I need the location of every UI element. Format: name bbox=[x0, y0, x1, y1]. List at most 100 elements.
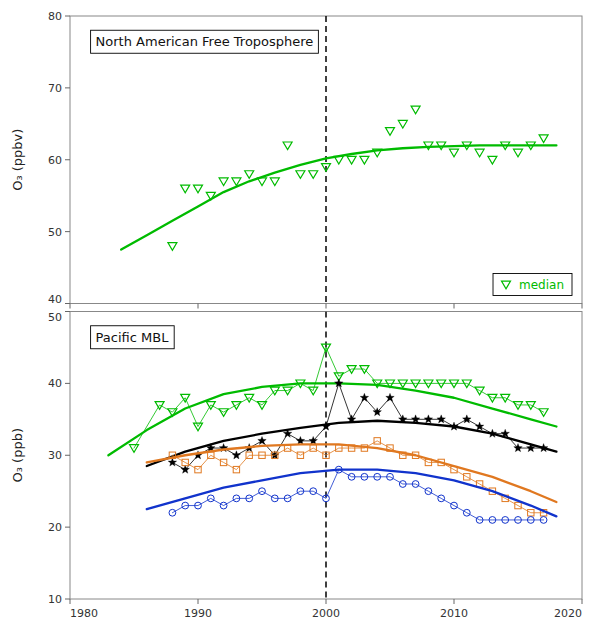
data-point bbox=[425, 488, 432, 495]
data-point bbox=[232, 451, 241, 459]
data-point bbox=[322, 344, 331, 352]
panel: 102030405019801990200020102020O₃ (ppb)Pa… bbox=[10, 311, 582, 621]
data-point bbox=[437, 142, 446, 150]
data-point bbox=[297, 488, 304, 495]
data-point bbox=[398, 120, 407, 128]
data-point bbox=[130, 445, 139, 453]
y-tick-label: 40 bbox=[48, 293, 62, 306]
title-box: North American Free Troposphere bbox=[91, 30, 319, 53]
x-tick-label: 2010 bbox=[440, 607, 468, 620]
data-point bbox=[373, 149, 382, 157]
data-point bbox=[488, 394, 497, 402]
data-point bbox=[335, 379, 344, 387]
data-point bbox=[322, 164, 331, 172]
data-point bbox=[462, 380, 471, 388]
x-tick-label: 1980 bbox=[70, 607, 98, 620]
data-point bbox=[155, 402, 164, 410]
data-point bbox=[515, 502, 521, 508]
y-tick bbox=[65, 455, 70, 456]
fit-line bbox=[121, 145, 556, 249]
y-tick bbox=[65, 159, 70, 160]
data-point bbox=[462, 142, 471, 150]
data-line bbox=[134, 347, 544, 448]
data-point bbox=[411, 106, 420, 114]
y-tick-label: 50 bbox=[48, 226, 62, 239]
data-point bbox=[501, 394, 510, 402]
data-point bbox=[539, 409, 548, 417]
data-point bbox=[387, 473, 394, 480]
y-tick-label: 10 bbox=[48, 593, 62, 606]
data-point bbox=[206, 402, 215, 410]
y-tick-label: 30 bbox=[48, 449, 62, 462]
y-tick bbox=[65, 599, 70, 600]
fit-line bbox=[147, 421, 557, 466]
data-point bbox=[374, 438, 380, 444]
data-point bbox=[526, 402, 535, 410]
data-point bbox=[219, 409, 228, 417]
data-point bbox=[195, 502, 202, 509]
x-tick bbox=[198, 599, 199, 604]
data-point bbox=[451, 502, 458, 509]
data-point bbox=[297, 452, 303, 458]
data-point bbox=[296, 171, 305, 179]
data-point bbox=[514, 444, 523, 452]
x-tick bbox=[198, 304, 199, 309]
y-tick-label: 60 bbox=[48, 154, 62, 167]
data-point bbox=[245, 171, 254, 179]
y-tick-label: 80 bbox=[48, 10, 62, 23]
data-point bbox=[195, 466, 201, 472]
data-point bbox=[398, 380, 407, 388]
data-point bbox=[271, 495, 278, 502]
data-point bbox=[399, 481, 406, 488]
data-point bbox=[347, 156, 356, 164]
legend-marker bbox=[502, 281, 511, 289]
data-point bbox=[463, 415, 472, 423]
chart: 4050607080O₃ (ppbv)North American Free T… bbox=[0, 0, 600, 633]
y-tick bbox=[65, 231, 70, 232]
x-tick bbox=[454, 599, 455, 604]
reference-line bbox=[325, 16, 327, 304]
data-point bbox=[475, 387, 484, 395]
y-tick-label: 50 bbox=[48, 311, 62, 324]
fit-line bbox=[147, 470, 557, 517]
data-point bbox=[168, 243, 177, 251]
data-point bbox=[309, 387, 318, 395]
x-tick bbox=[582, 304, 583, 309]
data-point bbox=[258, 436, 267, 444]
data-point bbox=[309, 436, 318, 444]
data-point bbox=[334, 156, 343, 164]
data-point bbox=[348, 473, 355, 480]
y-axis-label: O₃ (ppbv) bbox=[10, 129, 25, 191]
legend: median bbox=[493, 274, 572, 296]
x-tick bbox=[454, 304, 455, 309]
plot-frame bbox=[70, 16, 582, 304]
data-point bbox=[169, 509, 176, 516]
data-point bbox=[181, 394, 190, 402]
data-point bbox=[424, 142, 433, 150]
data-point bbox=[310, 488, 317, 495]
data-point bbox=[259, 452, 265, 458]
data-line bbox=[172, 470, 543, 520]
data-point bbox=[233, 495, 240, 502]
data-point bbox=[283, 142, 292, 150]
y-tick bbox=[65, 527, 70, 528]
data-point bbox=[514, 149, 523, 157]
data-point bbox=[526, 142, 535, 150]
data-point bbox=[194, 185, 203, 193]
x-tick-label: 2020 bbox=[554, 607, 582, 620]
data-point bbox=[411, 380, 420, 388]
data-point bbox=[323, 452, 329, 458]
data-point bbox=[270, 178, 279, 186]
data-point bbox=[360, 156, 369, 164]
data-point bbox=[220, 459, 226, 465]
data-point bbox=[246, 495, 253, 502]
data-point bbox=[528, 510, 534, 516]
data-point bbox=[437, 415, 446, 423]
x-tick-label: 1990 bbox=[184, 607, 212, 620]
data-point bbox=[207, 495, 214, 502]
data-point bbox=[386, 393, 395, 401]
legend-label: median bbox=[519, 278, 564, 292]
data-point bbox=[259, 488, 266, 495]
data-point bbox=[502, 517, 509, 524]
y-tick bbox=[65, 383, 70, 384]
